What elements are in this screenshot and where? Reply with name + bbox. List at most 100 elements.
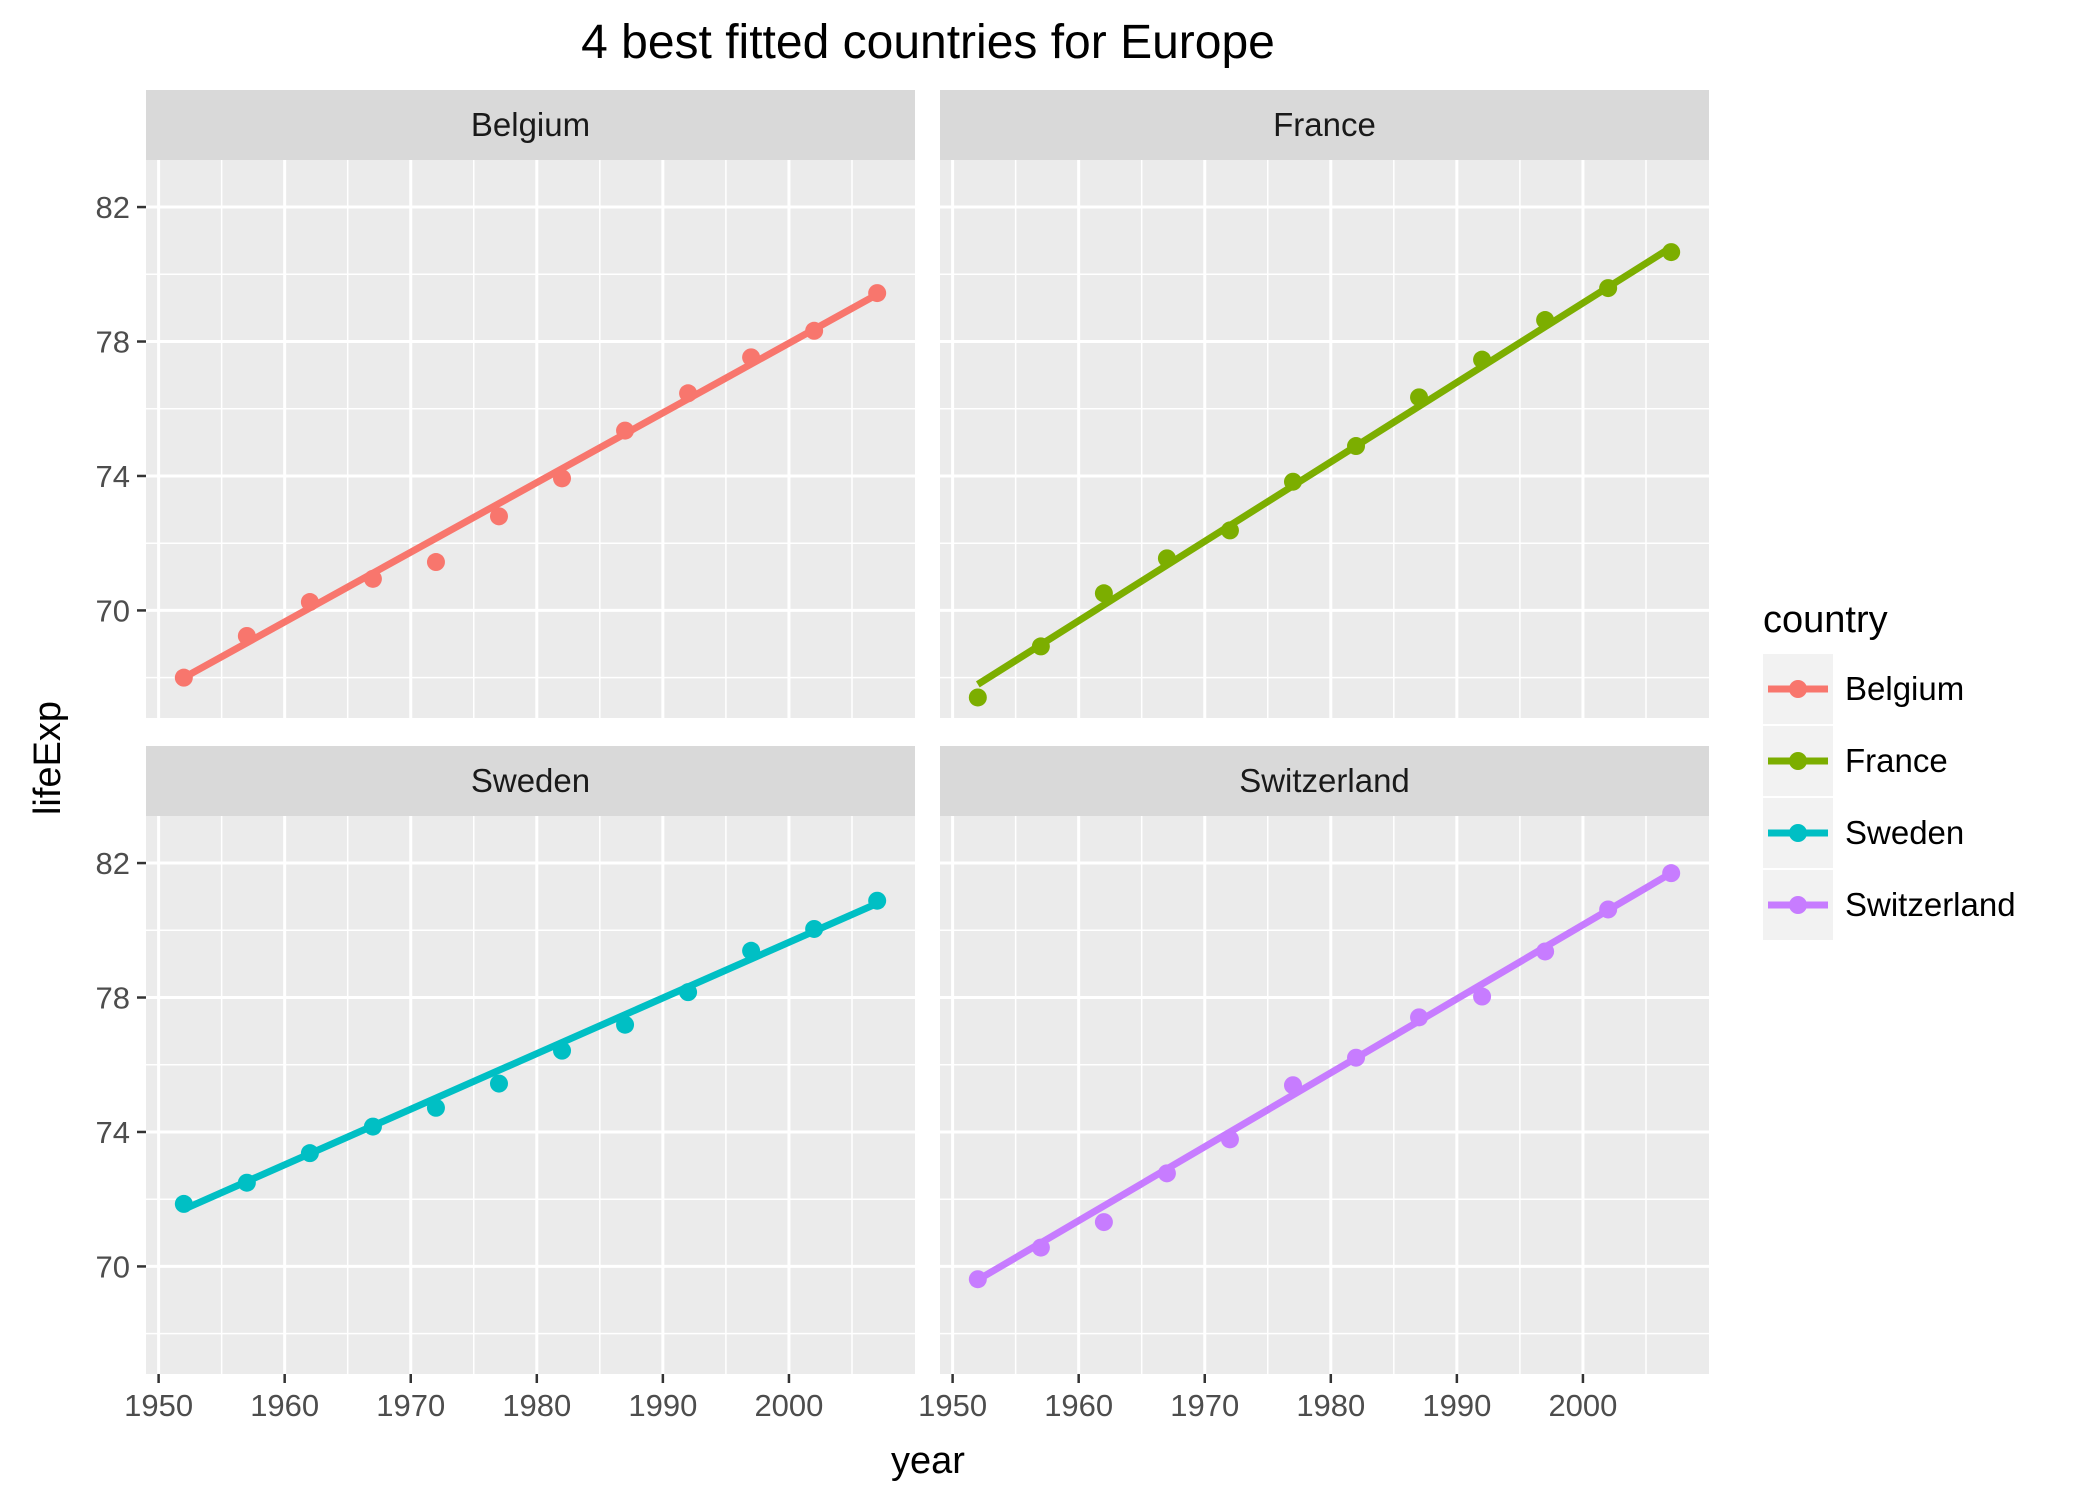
data-point <box>1662 864 1681 883</box>
x-tick-label: 1980 <box>502 1388 571 1423</box>
data-point <box>1283 472 1302 491</box>
panel-belgium: Belgium 70 74 78 82 <box>96 90 915 718</box>
strip-label: Belgium <box>471 106 590 143</box>
strip-belgium <box>146 90 915 160</box>
data-point <box>1094 1213 1113 1232</box>
data-point <box>805 321 824 340</box>
data-point <box>237 1173 256 1192</box>
legend-label: Sweden <box>1845 814 1964 851</box>
data-point <box>679 384 698 403</box>
data-point <box>1599 279 1618 298</box>
x-tick-label: 2000 <box>754 1388 823 1423</box>
data-point <box>1599 900 1618 919</box>
legend-key-point <box>1789 896 1807 914</box>
y-tick-label: 74 <box>96 459 130 494</box>
legend: Belgium France Sweden Switzerland <box>1763 654 2016 940</box>
data-point <box>363 569 382 588</box>
data-point <box>553 469 572 488</box>
data-point <box>1410 1008 1429 1027</box>
data-point <box>174 1194 193 1213</box>
y-tick-label: 70 <box>96 593 130 628</box>
fit-line-belgium <box>182 291 879 681</box>
x-tick-label: 1950 <box>918 1388 987 1423</box>
data-point <box>300 593 319 612</box>
chart-title: 4 best fitted countries for Europe <box>581 16 1275 69</box>
data-point <box>237 626 256 645</box>
data-point <box>1473 350 1492 369</box>
data-point <box>174 668 193 687</box>
x-tick-label: 1980 <box>1296 1388 1365 1423</box>
data-point <box>1410 388 1429 407</box>
fit-line-switzerland <box>976 870 1673 1283</box>
data-point <box>426 553 445 572</box>
legend-key-point <box>1789 680 1807 698</box>
data-point <box>968 1270 987 1289</box>
x-tick-label: 2000 <box>1548 1388 1617 1423</box>
y-tick-label: 70 <box>96 1249 130 1284</box>
fit-line-france <box>975 244 1674 688</box>
strip-france <box>940 90 1709 160</box>
y-tick-label: 82 <box>96 190 130 225</box>
strip-sweden <box>146 746 915 816</box>
data-point <box>1662 243 1681 262</box>
data-point <box>868 284 887 303</box>
data-point <box>553 1041 572 1060</box>
legend-item-belgium: Belgium <box>1763 654 1964 724</box>
data-point <box>426 1098 445 1117</box>
data-point <box>805 919 824 938</box>
data-point <box>363 1117 382 1136</box>
legend-item-sweden: Sweden <box>1763 798 1964 868</box>
data-point <box>1473 987 1492 1006</box>
panel-background <box>146 816 915 1374</box>
data-point <box>1536 311 1555 330</box>
panel-switzerland: Switzerland 1950 1960 1970 1980 1990 2000 <box>918 746 1709 1423</box>
data-point <box>1031 637 1050 656</box>
data-point <box>1094 584 1113 603</box>
data-point <box>1347 437 1366 456</box>
data-point <box>1347 1048 1366 1067</box>
x-tick-label: 1950 <box>124 1388 193 1423</box>
y-tick-label: 78 <box>96 981 130 1016</box>
data-point <box>1157 549 1176 568</box>
data-point <box>1536 942 1555 961</box>
legend-label: Belgium <box>1845 670 1964 707</box>
x-axis-label: year <box>891 1440 965 1482</box>
strip-label: Sweden <box>471 762 590 799</box>
x-tick-label: 1990 <box>628 1388 697 1423</box>
data-point <box>1157 1164 1176 1183</box>
strip-label: Switzerland <box>1239 762 1410 799</box>
legend-key-point <box>1789 752 1807 770</box>
x-tick-label: 1970 <box>1170 1388 1239 1423</box>
y-tick-label: 78 <box>96 325 130 360</box>
legend-item-france: France <box>1763 726 1948 796</box>
data-point <box>489 1074 508 1093</box>
x-tick-label: 1990 <box>1422 1388 1491 1423</box>
data-point <box>1283 1076 1302 1095</box>
data-point <box>742 941 761 960</box>
data-point <box>1031 1238 1050 1257</box>
legend-label: France <box>1845 742 1948 779</box>
x-tick-label: 1960 <box>250 1388 319 1423</box>
y-tick-label: 82 <box>96 846 130 881</box>
data-point <box>616 1015 635 1034</box>
x-tick-label: 1970 <box>376 1388 445 1423</box>
legend-key-point <box>1789 824 1807 842</box>
data-point <box>300 1144 319 1163</box>
fit-line-sweden <box>182 900 879 1213</box>
data-point <box>868 891 887 910</box>
data-point <box>1220 1130 1239 1149</box>
panel-sweden: Sweden 70 74 78 82 1950 1960 1970 1980 1990 2000 <box>96 746 915 1423</box>
legend-label: Switzerland <box>1845 886 2016 923</box>
strip-label: France <box>1273 106 1376 143</box>
data-point <box>968 688 987 707</box>
data-point <box>489 507 508 526</box>
data-point <box>616 421 635 440</box>
data-point <box>742 348 761 367</box>
y-tick-label: 74 <box>96 1115 130 1150</box>
data-point <box>679 983 698 1002</box>
legend-title: country <box>1763 599 1888 641</box>
x-tick-label: 1960 <box>1044 1388 1113 1423</box>
panel-background <box>940 816 1709 1374</box>
legend-item-switzerland: Switzerland <box>1763 870 2016 940</box>
